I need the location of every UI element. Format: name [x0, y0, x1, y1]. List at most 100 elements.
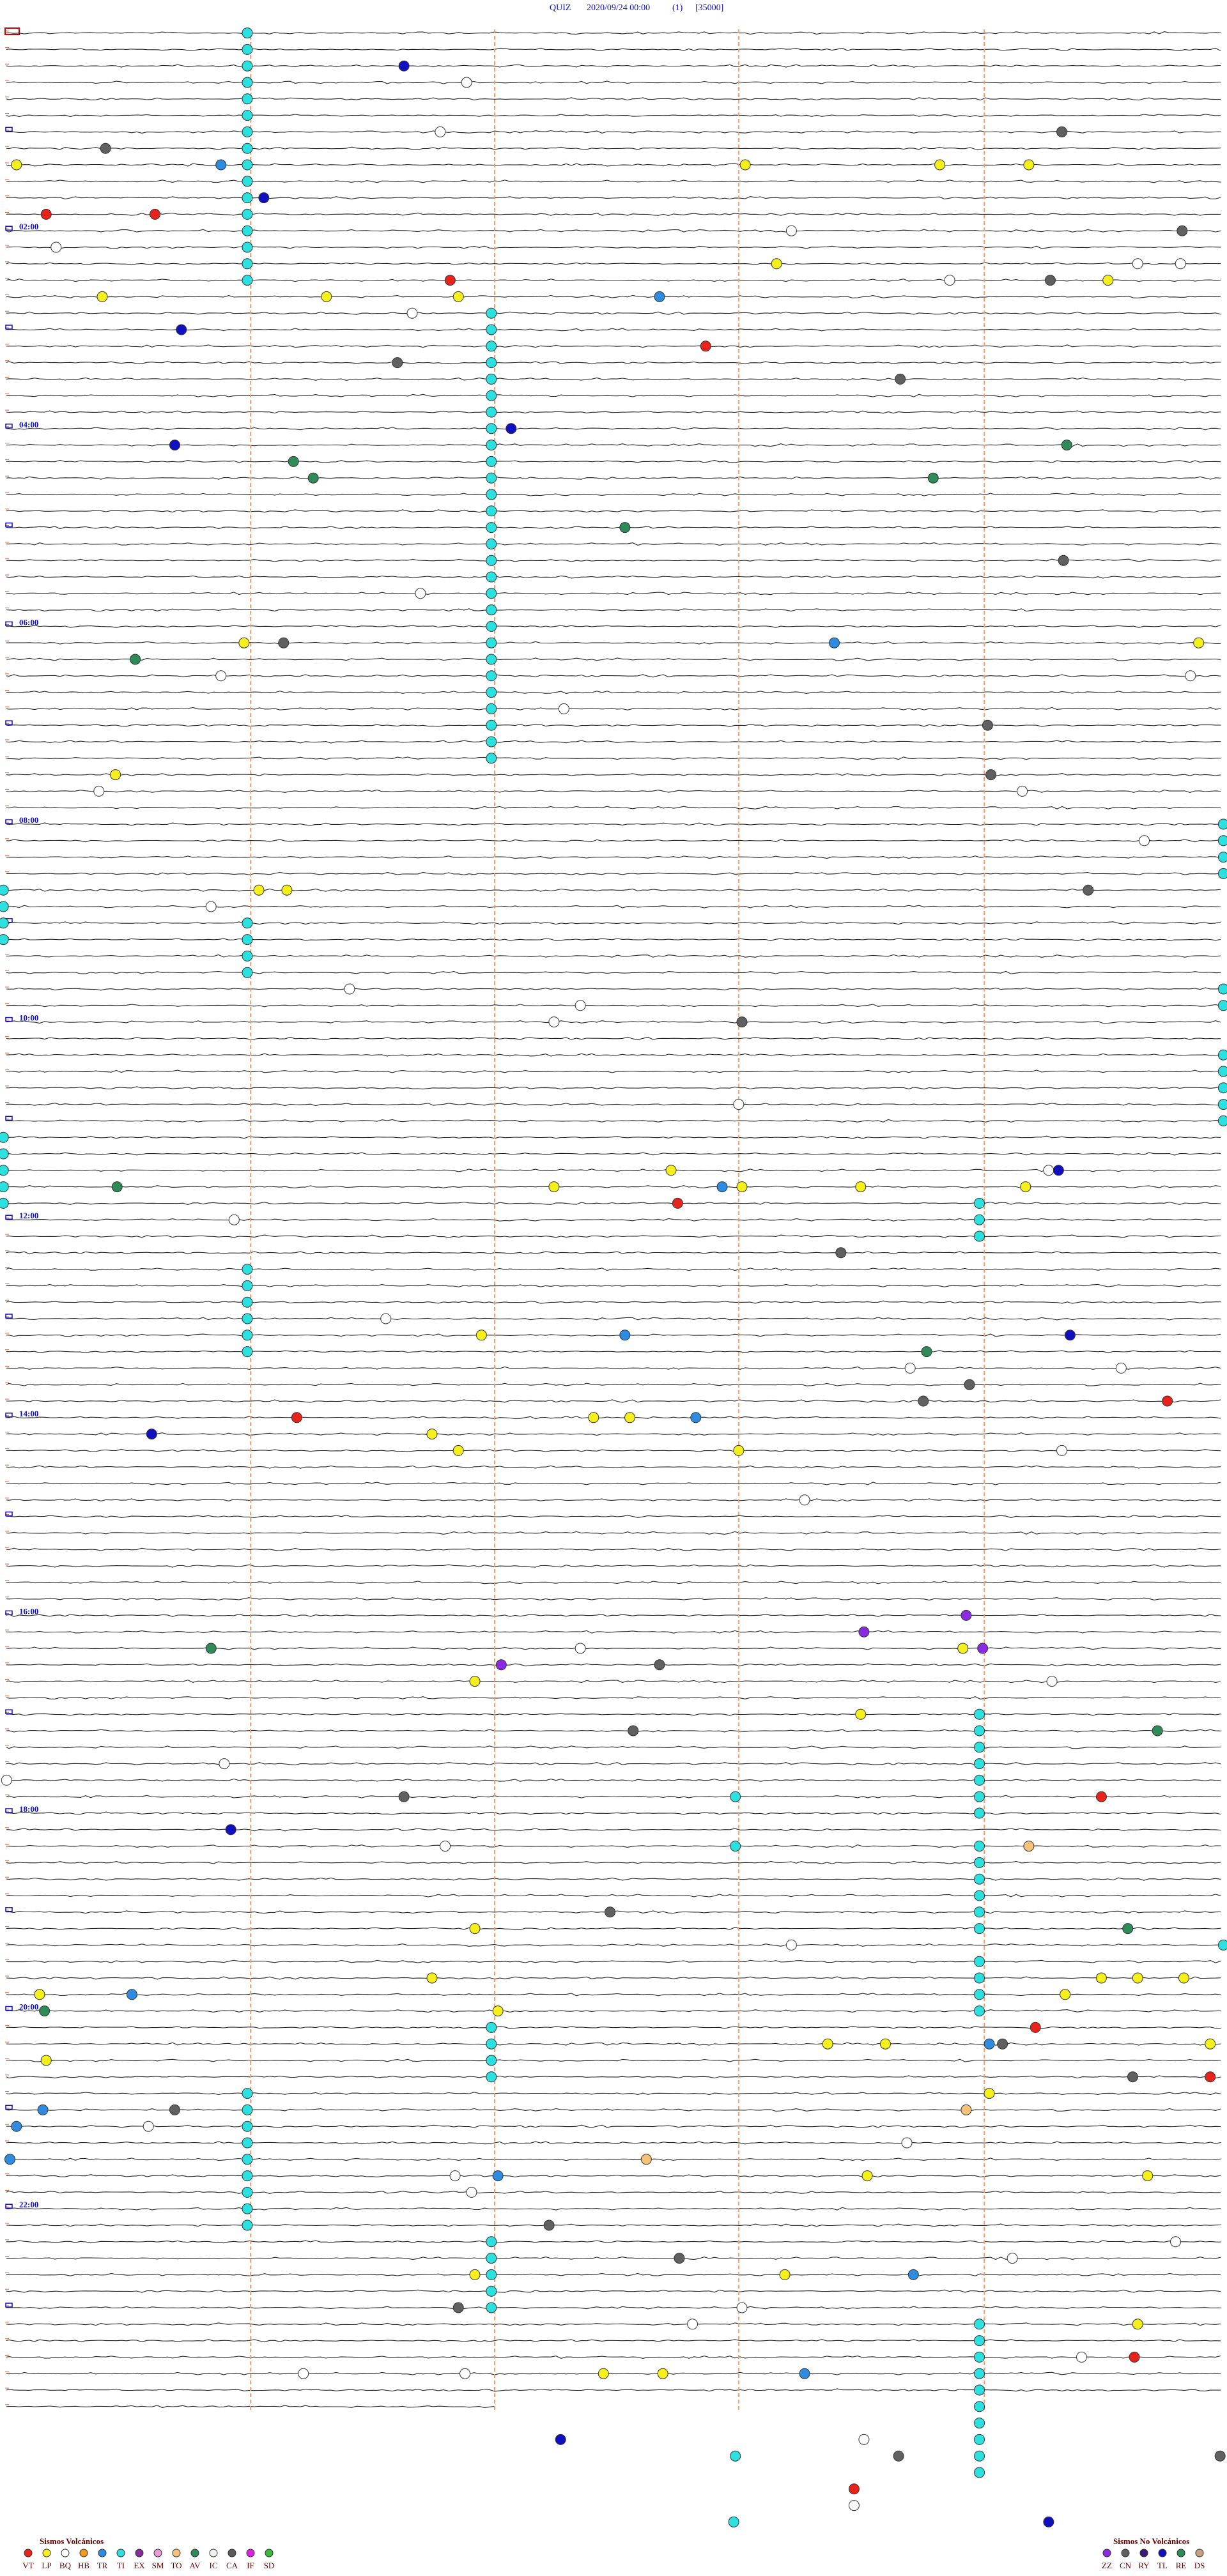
event-marker	[944, 275, 955, 286]
event-marker	[486, 538, 497, 549]
trace	[6, 921, 1221, 925]
trace	[6, 1432, 1221, 1436]
event-marker	[907, 2269, 919, 2280]
event-marker	[242, 93, 253, 105]
event-marker	[486, 719, 497, 731]
event-marker	[242, 77, 253, 88]
event-marker	[461, 77, 472, 88]
event-marker	[486, 2071, 497, 2083]
event-marker	[486, 2236, 497, 2248]
event-marker	[1175, 258, 1186, 270]
legend-label: LP	[42, 2561, 51, 2570]
legend-label: TR	[97, 2561, 108, 2570]
event-marker	[728, 2516, 739, 2527]
event-marker	[858, 1626, 870, 1637]
event-marker	[426, 1429, 438, 1440]
event-marker	[1177, 225, 1188, 236]
trace	[6, 130, 1221, 134]
event-marker	[258, 192, 270, 204]
trace	[6, 2058, 1221, 2062]
event-marker	[288, 456, 299, 467]
hour-mark	[5, 2005, 13, 2011]
event-marker	[150, 208, 161, 220]
event-marker	[242, 60, 253, 72]
event-marker	[1017, 785, 1028, 797]
hour-mark	[5, 1314, 13, 1319]
event-marker	[921, 1346, 932, 1358]
event-marker	[1046, 1676, 1058, 1687]
event-marker	[242, 159, 253, 171]
event-marker	[1217, 1049, 1227, 1061]
channel: (1)	[672, 3, 683, 13]
hour-mark	[5, 126, 13, 132]
event-marker	[1132, 258, 1143, 270]
event-marker	[974, 2319, 985, 2330]
trace	[6, 987, 1221, 991]
event-marker	[278, 637, 289, 648]
event-marker	[130, 654, 141, 665]
event-marker	[415, 588, 426, 599]
event-marker	[469, 1676, 481, 1687]
time-label: 04:00	[19, 420, 38, 429]
trace	[6, 1284, 1221, 1287]
event-marker	[1142, 2170, 1154, 2182]
event-marker	[1217, 852, 1227, 863]
trace	[6, 295, 1221, 298]
trace	[6, 80, 1221, 84]
event-marker	[176, 324, 187, 335]
legend-label: SM	[152, 2561, 164, 2570]
event-marker	[1115, 1362, 1127, 1374]
event-marker	[828, 637, 840, 648]
event-marker	[785, 1939, 797, 1951]
event-marker	[1129, 2351, 1140, 2363]
legend-title: Sismos Volcánicos	[40, 2536, 104, 2546]
trace	[6, 1795, 1221, 1798]
trace	[6, 1218, 1221, 1222]
event-marker	[50, 241, 62, 253]
trace	[6, 1515, 1221, 1519]
event-marker	[654, 291, 665, 302]
trace	[6, 2306, 1221, 2310]
trace	[6, 1844, 1221, 1848]
event-marker	[406, 307, 418, 319]
event-marker	[835, 1247, 847, 1259]
trace	[6, 1103, 1221, 1107]
event-marker	[1217, 1099, 1227, 1110]
event-marker	[0, 917, 9, 929]
station: QUIZ	[550, 3, 571, 13]
trace	[6, 1498, 1221, 1502]
event-marker	[1205, 2071, 1216, 2083]
event-marker	[1185, 670, 1196, 682]
trace	[6, 47, 1221, 51]
event-marker	[575, 1643, 586, 1654]
trace	[6, 1416, 1221, 1420]
event-marker	[1122, 1923, 1134, 1935]
event-marker	[927, 472, 939, 484]
trace	[6, 2273, 1221, 2276]
time-label: 20:00	[19, 2002, 38, 2012]
legend-swatch	[1177, 2549, 1185, 2557]
event-marker	[893, 2450, 904, 2462]
event-marker	[0, 901, 9, 912]
trace	[6, 1135, 1221, 1139]
trace	[6, 773, 1221, 777]
trace	[6, 1581, 1221, 1584]
trace	[6, 114, 1221, 118]
legend-label: BQ	[59, 2561, 72, 2570]
event-marker	[543, 2220, 555, 2231]
event-marker	[111, 1181, 123, 1193]
event-marker	[1076, 2351, 1087, 2363]
event-marker	[242, 43, 253, 55]
event-marker	[1217, 1939, 1227, 1951]
event-marker	[799, 2368, 810, 2379]
event-marker	[242, 27, 253, 39]
legend-label: SD	[264, 2561, 275, 2570]
event-marker	[486, 736, 497, 747]
event-marker	[961, 1609, 972, 1621]
event-marker	[974, 2434, 985, 2445]
event-marker	[977, 1643, 989, 1654]
trace	[6, 657, 1221, 661]
event-marker	[242, 1330, 253, 1341]
event-marker	[242, 208, 253, 220]
